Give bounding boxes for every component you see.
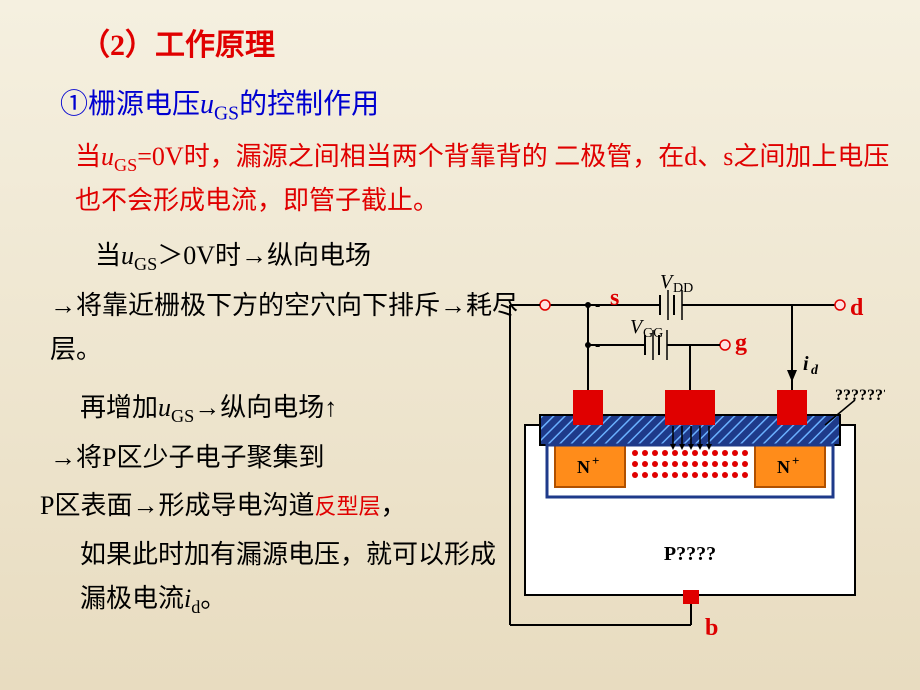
- l5-red: 反型层: [314, 494, 380, 519]
- section-title: （2）工作原理: [80, 20, 890, 64]
- line-1: 当uGS＞0V时→纵向电场: [95, 234, 520, 280]
- svg-text:g: g: [735, 330, 747, 356]
- svg-text:+: +: [792, 453, 799, 468]
- text-column: 当uGS＞0V时→纵向电场 →将靠近栅极下方的空穴向下排斥→耗尽层。 再增加uG…: [30, 234, 520, 623]
- svg-text:DD: DD: [673, 281, 693, 296]
- l6-sub: d: [191, 597, 200, 617]
- subtitle-sub: GS: [214, 104, 239, 125]
- subtitle-pre: ①栅源电压: [60, 89, 200, 120]
- svg-text:-: -: [595, 297, 600, 314]
- l1-var: u: [121, 241, 134, 270]
- svg-text:P????: P????: [664, 543, 716, 565]
- svg-text:????????: ????????: [835, 387, 885, 404]
- svg-text:d: d: [811, 363, 819, 378]
- svg-text:s: s: [610, 285, 619, 311]
- l5-a: P区表面→形成导电沟道: [40, 491, 314, 520]
- paragraph-1: 当uGS=0V时，漏源之间相当两个背靠背的 二极管，在d、s之间加上电压也不会形…: [75, 136, 890, 222]
- line-6: 如果此时加有漏源电压，就可以形成漏极电流id。: [80, 533, 510, 623]
- mosfet-diagram: --sdgbVDDVGGidN+N+P????????????: [495, 270, 885, 640]
- line-4: →将P区少子电子聚集到: [50, 436, 520, 480]
- svg-text:+: +: [592, 453, 599, 468]
- l1-a: 当: [95, 241, 121, 270]
- line-2: →将靠近栅极下方的空穴向下排斥→耗尽层。: [50, 284, 520, 372]
- subtitle-var: u: [200, 89, 214, 120]
- svg-text:i: i: [803, 353, 809, 375]
- svg-text:N: N: [777, 457, 790, 477]
- svg-text:b: b: [705, 615, 718, 640]
- p1-b: =0V时，漏源之间相当两个背靠背的 二极管，在d、s之间加上电压也不会形成电流，…: [75, 142, 889, 215]
- l3-b: →纵向电场↑: [194, 393, 337, 422]
- l3-a: 再增加: [80, 393, 158, 422]
- line-3: 再增加uGS→纵向电场↑: [80, 386, 520, 432]
- l1-b: ＞0V时→纵向电场: [157, 241, 371, 270]
- svg-text:N: N: [577, 457, 590, 477]
- l5-b: ，: [380, 491, 406, 520]
- line-5: P区表面→形成导电沟道反型层，: [40, 484, 520, 528]
- l3-sub: GS: [171, 406, 194, 426]
- p1-var: u: [101, 142, 114, 171]
- svg-text:-: -: [595, 337, 600, 354]
- subsection-title: ①栅源电压uGS的控制作用: [60, 82, 890, 126]
- svg-text:d: d: [850, 295, 864, 321]
- l3-var: u: [158, 393, 171, 422]
- mosfet-svg: --sdgbVDDVGGidN+N+P????????????: [495, 270, 885, 640]
- l6-a: 如果此时加有漏源电压，就可以形成漏极电流: [80, 540, 496, 613]
- p1-a: 当: [75, 142, 101, 171]
- p1-sub: GS: [114, 155, 137, 175]
- l1-sub: GS: [134, 254, 157, 274]
- l6-b: 。: [200, 584, 226, 613]
- svg-text:GG: GG: [643, 326, 663, 341]
- subtitle-post: 的控制作用: [239, 89, 379, 120]
